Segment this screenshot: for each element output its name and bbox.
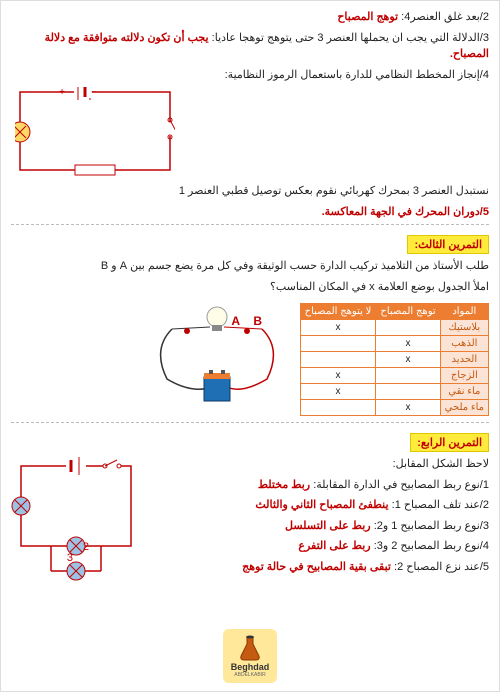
ex4-a3: ربط على التسلسل <box>285 520 371 532</box>
line-4: 4/إنجاز المخطط النظامي للدارة باستعمال ا… <box>11 67 489 84</box>
svg-text:2: 2 <box>83 541 89 553</box>
q3-text: 3/الدلالة التي يجب ان يحملها العنصر 3 حت… <box>212 32 489 44</box>
col-glow: توهج المصباح <box>376 304 440 320</box>
line-5a: نستبدل العنصر 3 بمحرك كهربائي نقوم بعكس … <box>11 183 489 200</box>
table-row: بلاستيكx <box>300 320 488 336</box>
circuit-diagram-1: + − <box>15 87 175 177</box>
circuit-diagram-ex4: 1 2 3 <box>11 456 141 586</box>
materials-table: المواد توهج المصباح لا يتوهج المصباح بلا… <box>300 303 489 416</box>
table-row: الزجاجx <box>300 368 488 384</box>
ex3-line2: املأ الجدول بوضع العلامة x في المكان الم… <box>11 279 489 296</box>
svg-text:−: − <box>91 87 97 98</box>
exercise-4-header: التمرين الرابع: <box>410 433 489 452</box>
logo-name: Beghdad <box>231 662 270 672</box>
logo-sub: ABDELKABIR <box>234 672 265 678</box>
q2-text: 2/بعد غلق العنصر4: <box>401 11 489 23</box>
col-noglow: لا يتوهج المصباح <box>300 304 376 320</box>
flask-icon <box>237 634 263 662</box>
ex4-a5: تبقى بقية المصابيح في حالة توهج <box>242 561 391 573</box>
line-2: 2/بعد غلق العنصر4: توهج المصباح <box>11 9 489 26</box>
svg-text:A: A <box>231 314 240 328</box>
exercise-3-header: التمرين الثالث: <box>407 235 489 254</box>
ex4-q1: 1/نوع ربط المصابيح في الدارة المقابلة: <box>313 479 489 491</box>
circuit-illustration-ex3: A B <box>142 299 292 409</box>
col-material: المواد <box>440 304 488 320</box>
table-row: ماء ملحيx <box>300 400 488 416</box>
table-row: ماء نقيx <box>300 384 488 400</box>
ex4-q5: 5/عند نزع المصباح 2: <box>394 561 489 573</box>
q2-answer: توهج المصباح <box>337 11 398 23</box>
q5-answer: 5/دوران المحرك في الجهة المعاكسة. <box>322 206 489 218</box>
ex4-a1: ربط مختلط <box>258 479 310 491</box>
ex4-a2: ينطفئ المصباح الثاني والثالث <box>255 499 388 511</box>
svg-text:3: 3 <box>67 552 73 564</box>
ex4-a4: ربط على التفرع <box>298 540 370 552</box>
table-row: الحديدx <box>300 352 488 368</box>
q5-pretext: نستبدل العنصر 3 بمحرك كهربائي نقوم بعكس … <box>179 185 489 197</box>
ex3-line1: طلب الأستاذ من التلاميذ تركيب الدارة حسب… <box>11 258 489 275</box>
svg-text:B: B <box>253 314 262 328</box>
line-5b: 5/دوران المحرك في الجهة المعاكسة. <box>11 204 489 221</box>
svg-text:+: + <box>59 87 65 98</box>
ex4-q3: 3/نوع ربط المصابيح 1 و2: <box>374 520 489 532</box>
line-3: 3/الدلالة التي يجب ان يحملها العنصر 3 حت… <box>11 30 489 63</box>
ex4-q4: 4/نوع ربط المصابيح 2 و3: <box>374 540 489 552</box>
ex4-intro: لاحظ الشكل المقابل: <box>151 456 489 473</box>
logo: Beghdad ABDELKABIR <box>223 629 277 683</box>
table-row: الذهبx <box>300 336 488 352</box>
ex4-q2: 2/عند تلف المصباح 1: <box>392 499 489 511</box>
q4-text: 4/إنجاز المخطط النظامي للدارة باستعمال ا… <box>225 69 489 81</box>
